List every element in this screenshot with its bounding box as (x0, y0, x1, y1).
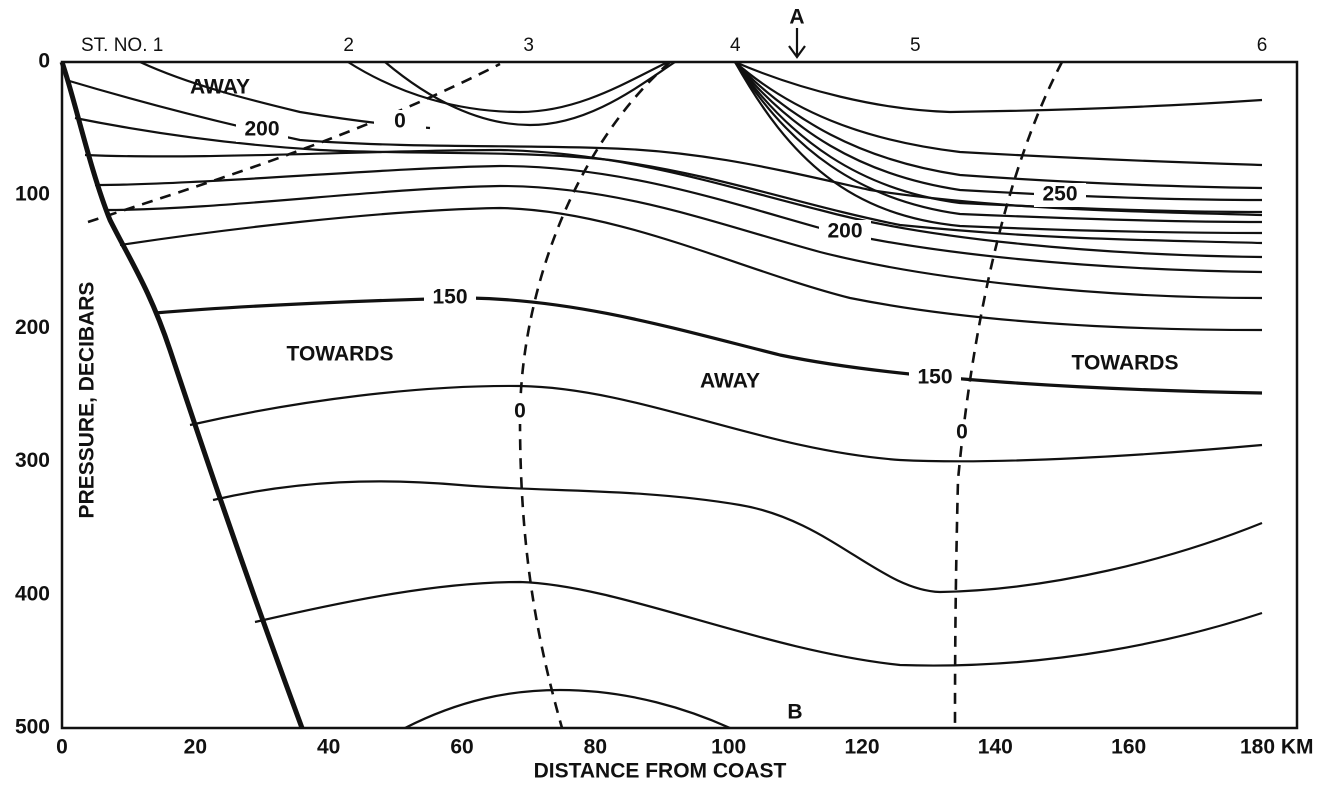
contour-line (734, 61, 1263, 190)
station-label: 2 (343, 35, 354, 56)
region-label: AWAY (700, 370, 760, 393)
contour-line (254, 580, 1263, 667)
label-background (424, 286, 476, 310)
contour-line (94, 164, 1263, 274)
region-label: TOWARDS (287, 343, 394, 366)
contour-line (734, 61, 1263, 224)
x-axis-label: DISTANCE FROM COAST (534, 760, 787, 783)
contour-line (734, 61, 1263, 202)
contour-label: 0 (514, 400, 526, 423)
contour-line (734, 61, 1263, 235)
contour-label: 250 (1042, 183, 1077, 206)
contour-label: 0 (956, 421, 968, 444)
station-label: 3 (523, 35, 534, 56)
contour-line (104, 184, 1263, 300)
x-tick-label: 180 KM (1240, 736, 1314, 759)
station-label: 5 (910, 35, 921, 56)
contour-line (734, 61, 1263, 167)
x-tick-label: 100 (711, 736, 746, 759)
contour-line (347, 61, 669, 114)
y-tick-label: 200 (15, 316, 50, 339)
contour-line (734, 60, 1263, 114)
contour-line (734, 61, 1263, 214)
contour-label: 0 (394, 110, 406, 133)
label-background (236, 118, 288, 142)
contour-line (119, 206, 1263, 332)
y-tick-label: 0 (38, 50, 50, 73)
contour-line (189, 384, 1263, 463)
contour-line (404, 688, 731, 730)
contour-line (384, 61, 676, 127)
x-tick-label: 160 (1111, 736, 1146, 759)
label-background (374, 110, 426, 134)
arrow (788, 28, 806, 59)
y-tick-label: 300 (15, 449, 50, 472)
region-label: AWAY (190, 76, 250, 99)
annotation: A (789, 6, 804, 29)
zero-line (953, 61, 1064, 729)
x-tick-label: 140 (978, 736, 1013, 759)
y-axis-label: PRESSURE, DECIBARS (76, 282, 99, 519)
region-label: TOWARDS (1072, 352, 1179, 375)
station-label: 4 (730, 35, 741, 56)
x-tick-label: 40 (317, 736, 340, 759)
x-tick-label: 80 (584, 736, 607, 759)
label-background (819, 220, 871, 244)
contour-label: 200 (244, 118, 279, 141)
label-background (494, 400, 546, 424)
coast-slope (59, 61, 305, 729)
annotation: B (787, 701, 802, 724)
contour-label: 150 (917, 366, 952, 389)
station-label: ST. NO. 1 (81, 35, 163, 56)
station-label: 6 (1257, 35, 1268, 56)
x-tick-label: 0 (56, 736, 68, 759)
contour-line (154, 296, 1263, 395)
x-tick-label: 120 (844, 736, 879, 759)
contour-label: 200 (827, 220, 862, 243)
x-tick-label: 20 (184, 736, 207, 759)
y-tick-label: 400 (15, 582, 50, 605)
label-background (1034, 183, 1086, 207)
contours (59, 28, 1263, 730)
contour-label: 150 (432, 286, 467, 309)
label-background (936, 421, 988, 445)
contour-line (212, 480, 1263, 594)
plot-frame (60, 60, 1299, 730)
y-tick-label: 100 (15, 183, 50, 206)
label-background (909, 366, 961, 390)
y-tick-label: 500 (15, 716, 50, 739)
x-tick-label: 60 (450, 736, 473, 759)
